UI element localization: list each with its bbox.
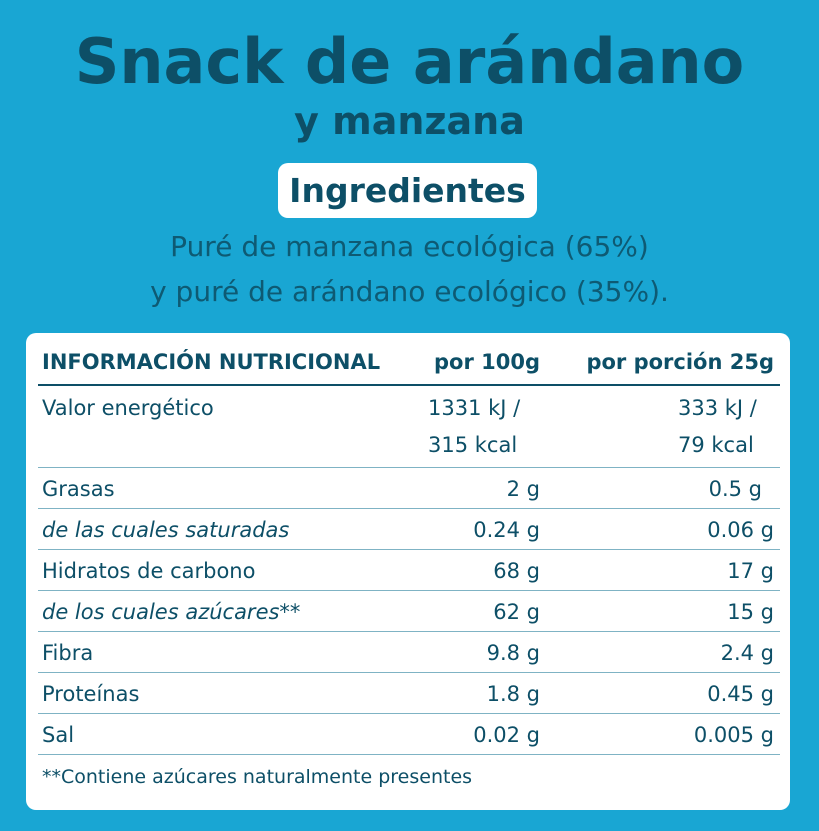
row-label-saturated: de las cuales saturadas — [42, 518, 290, 542]
row-label-carbs: Hidratos de carbono — [42, 559, 256, 583]
carbs-portion: 17 g — [727, 559, 774, 583]
row-label-sugars: de los cuales azúcares** — [42, 600, 301, 624]
row-divider — [38, 508, 780, 509]
fat-per100: 2 g — [506, 477, 540, 501]
table-header-nutrition: INFORMACIÓN NUTRICIONAL — [42, 350, 381, 374]
table-header-per-portion: por porción 25g — [586, 350, 774, 374]
row-divider — [38, 590, 780, 591]
row-label-protein: Proteínas — [42, 682, 140, 706]
table-header-per-100g: por 100g — [434, 350, 540, 374]
saturated-portion: 0.06 g — [707, 518, 774, 542]
product-title: Snack de arándano — [74, 25, 745, 98]
salt-per100: 0.02 g — [473, 723, 540, 747]
energy-per100-kj: 1331 kJ / — [428, 396, 521, 420]
protein-portion: 0.45 g — [707, 682, 774, 706]
row-label-salt: Sal — [42, 723, 75, 747]
sugars-per100: 62 g — [493, 600, 540, 624]
salt-portion: 0.005 g — [693, 723, 774, 747]
header-divider — [38, 384, 780, 386]
protein-per100: 1.8 g — [486, 682, 540, 706]
row-label-fiber: Fibra — [42, 641, 94, 665]
fat-portion: 0.5 g — [708, 477, 762, 501]
nutrition-table: INFORMACIÓN NUTRICIONAL por 100g por por… — [26, 333, 790, 810]
row-divider — [38, 672, 780, 673]
ingredients-text-line-1: Puré de manzana ecológica (65%) — [170, 230, 649, 263]
row-label-fat: Grasas — [42, 477, 115, 501]
row-divider — [38, 467, 780, 468]
ingredients-text-line-2: y puré de arándano ecológico (35%). — [150, 275, 669, 308]
ingredients-label: Ingredientes — [278, 163, 537, 218]
sugars-portion: 15 g — [727, 600, 774, 624]
fiber-portion: 2.4 g — [720, 641, 774, 665]
row-label-energy: Valor energético — [42, 396, 214, 420]
row-divider — [38, 631, 780, 632]
fiber-per100: 9.8 g — [486, 641, 540, 665]
footnote: **Contiene azúcares naturalmente present… — [42, 766, 473, 788]
product-subtitle: y manzana — [294, 99, 525, 143]
energy-portion-kcal: 79 kcal — [678, 433, 754, 457]
row-divider — [38, 713, 780, 714]
energy-portion-kj: 333 kJ / — [678, 396, 757, 420]
energy-per100-kcal: 315 kcal — [428, 433, 518, 457]
row-divider — [38, 549, 780, 550]
row-divider — [38, 754, 780, 755]
carbs-per100: 68 g — [493, 559, 540, 583]
saturated-per100: 0.24 g — [473, 518, 540, 542]
